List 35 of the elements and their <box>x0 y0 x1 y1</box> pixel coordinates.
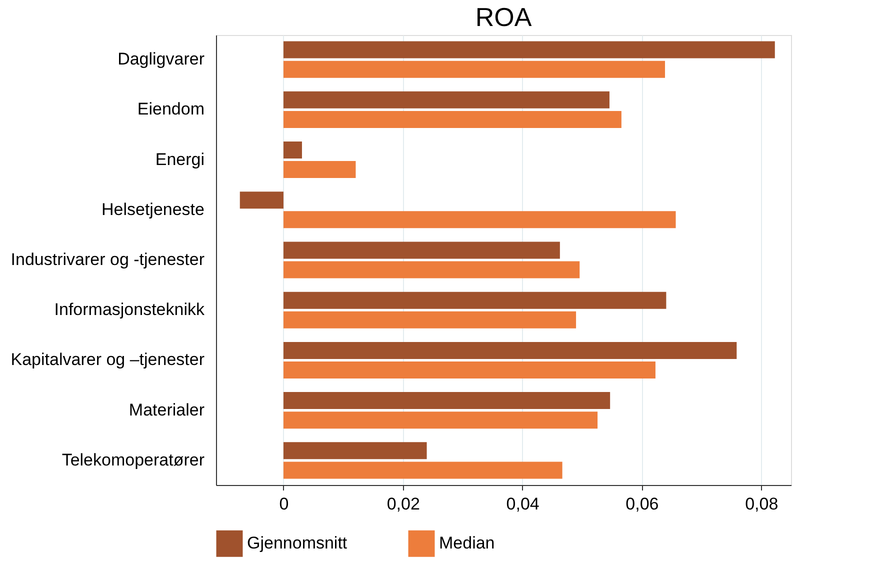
y-tick-label: Eiendom <box>137 100 204 119</box>
bar <box>283 412 598 429</box>
x-tick-label: 0,04 <box>506 494 540 514</box>
x-tick-label: 0,06 <box>626 494 659 514</box>
bar <box>283 361 656 378</box>
x-tick-label: 0,08 <box>745 494 778 514</box>
y-tick-label: Energi <box>155 150 204 169</box>
bar <box>283 242 560 259</box>
bar <box>283 292 666 309</box>
y-tick-label: Helsetjeneste <box>101 200 204 219</box>
y-tick-label: Dagligvarer <box>118 50 205 69</box>
bar <box>240 192 284 209</box>
y-tick-label: Informasjonsteknikk <box>54 300 205 320</box>
bar <box>283 91 610 108</box>
x-tick-label: 0 <box>279 494 289 514</box>
chart-title: ROA <box>475 2 532 32</box>
bar <box>283 142 302 159</box>
bar <box>283 211 676 228</box>
x-tick-label: 0,02 <box>386 494 420 514</box>
bar <box>283 60 666 78</box>
bar <box>283 342 737 359</box>
y-tick-label: Kapitalvarer og –tjenester <box>10 350 205 370</box>
y-tick-label: Industrivarer og -tjenester <box>10 250 205 269</box>
bar <box>283 311 576 328</box>
bar <box>283 110 622 128</box>
bar <box>283 261 580 278</box>
bar <box>283 161 356 178</box>
legend-label: Gjennomsnitt <box>247 534 348 553</box>
y-tick-label: Telekomoperatører <box>62 450 205 470</box>
bar <box>283 392 610 410</box>
legend-label: Median <box>439 534 495 553</box>
bar <box>283 41 775 58</box>
y-tick-label: Materialer <box>128 400 205 420</box>
bar <box>283 462 562 479</box>
bar <box>283 442 427 460</box>
